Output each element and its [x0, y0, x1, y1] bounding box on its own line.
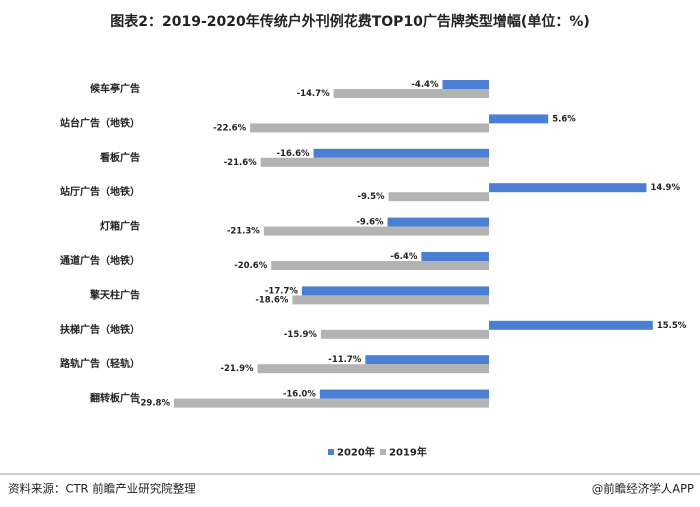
bar — [388, 192, 489, 202]
value-label: -20.6% — [234, 261, 267, 271]
category-label: 通道广告（地铁） — [60, 254, 140, 267]
bar — [301, 286, 489, 296]
bar — [387, 217, 489, 227]
bar — [365, 355, 489, 365]
value-label: -16.0% — [283, 390, 316, 400]
value-label: -15.9% — [284, 330, 317, 340]
legend-label: 2020年 — [337, 446, 375, 459]
bar — [263, 226, 489, 236]
value-label: -11.7% — [328, 355, 361, 365]
value-label: 15.5% — [657, 321, 687, 331]
value-label: 5.6% — [552, 114, 576, 124]
value-label: -9.6% — [356, 218, 384, 228]
bar — [489, 320, 653, 330]
category-label: 扶梯广告（地铁） — [60, 323, 140, 336]
value-label: -22.6% — [213, 123, 246, 133]
category-label: 翻转板广告 — [90, 392, 140, 405]
value-label: -29.8% — [137, 399, 170, 409]
bar — [489, 114, 549, 124]
legend-label: 2019年 — [389, 446, 427, 459]
chart-title: 图表2：2019-2020年传统户外刊例花费TOP10广告牌类型增幅(单位：%) — [110, 13, 590, 30]
bar — [292, 295, 489, 305]
legend-swatch — [380, 449, 386, 455]
value-label: -21.9% — [220, 364, 253, 374]
value-label: -9.5% — [357, 192, 385, 202]
bar — [319, 389, 489, 399]
bar — [421, 252, 489, 261]
category-label: 站厅广告（地铁） — [60, 185, 140, 198]
bar — [313, 148, 489, 158]
bar — [174, 398, 489, 408]
value-label: -21.6% — [224, 158, 257, 168]
value-label: -17.7% — [265, 286, 298, 296]
category-label: 擎天柱广告 — [90, 288, 140, 301]
category-label: 路轨广告（轻轨） — [60, 357, 140, 370]
category-label: 看板广告 — [100, 151, 140, 164]
bar — [260, 157, 489, 167]
value-label: -6.4% — [390, 252, 418, 262]
bar — [271, 261, 489, 270]
category-label: 站台广告（地铁） — [60, 116, 140, 129]
value-label: -18.6% — [255, 295, 288, 305]
value-label: 14.9% — [650, 183, 680, 193]
bar — [257, 364, 489, 374]
value-label: -21.3% — [227, 227, 260, 237]
footer-credit: @前瞻经济学人APP — [592, 482, 694, 496]
legend-swatch — [328, 449, 334, 455]
category-label: 候车亭广告 — [90, 82, 140, 95]
value-label: -14.7% — [297, 89, 330, 99]
bar — [250, 123, 489, 133]
category-label: 灯箱广告 — [100, 220, 140, 233]
bar — [320, 329, 489, 339]
value-label: -16.6% — [277, 149, 310, 159]
value-label: -4.4% — [411, 80, 439, 90]
bar — [333, 89, 489, 98]
footer-source: 资料来源：CTR 前瞻产业研究院整理 — [8, 482, 196, 496]
bar — [489, 183, 647, 193]
bar — [442, 80, 489, 89]
